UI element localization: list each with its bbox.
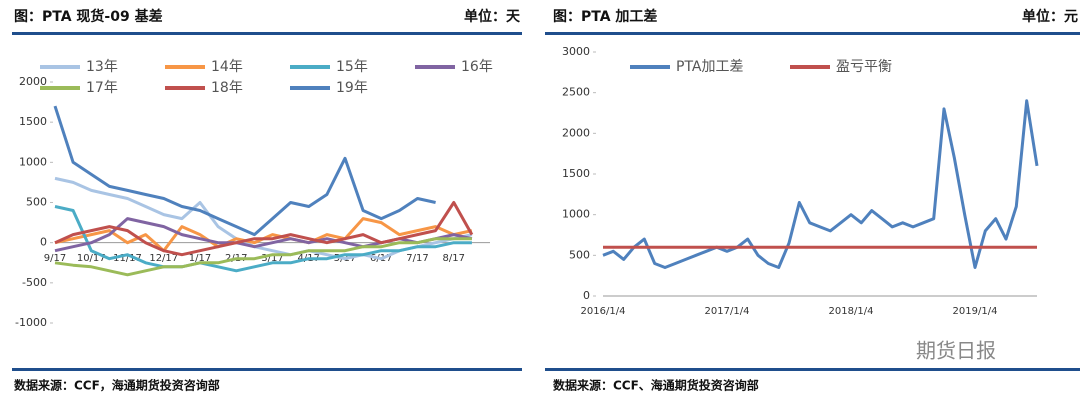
unit-label: 单位：元 (1022, 8, 1078, 25)
y-tick-label: 1500 (562, 167, 590, 180)
series-line (53, 105, 436, 237)
y-tick-label: 0 (583, 289, 590, 302)
legend-label: 13年 (86, 59, 118, 75)
x-tick-label: 9/17 (44, 253, 66, 264)
chart-title: 图：PTA 加工差 (553, 8, 657, 25)
footer-rule (545, 368, 1080, 371)
legend-label: 盈亏平衡 (836, 59, 892, 75)
legend-label: 16年 (461, 59, 493, 75)
y-tick-label: 2000 (562, 126, 590, 139)
source-note: 数据来源：CCF，海通期货投资咨询部 (14, 378, 220, 393)
x-tick-label: 3/17 (261, 253, 283, 264)
legend-label: 15年 (336, 59, 368, 75)
unit-label: 单位：天 (464, 8, 521, 25)
series-line (54, 201, 474, 257)
x-tick-label: 1/17 (189, 253, 211, 264)
series-line (54, 205, 472, 273)
series-line (54, 176, 473, 261)
legend-label: 19年 (336, 80, 368, 96)
header-rule (545, 32, 1080, 35)
legend-label: 18年 (211, 80, 243, 96)
y-tick-label: 1500 (19, 115, 47, 128)
footer-rule (12, 368, 522, 371)
x-tick-label: 11/17 (113, 253, 142, 264)
x-tick-label: 12/17 (149, 253, 178, 264)
x-tick-label: 2018/1/4 (829, 306, 874, 317)
source-note: 数据来源：CCF、海通期货投资咨询部 (553, 378, 759, 393)
series-line (54, 237, 472, 277)
x-tick-label: 2019/1/4 (953, 306, 998, 317)
x-tick-label: 8/17 (443, 253, 465, 264)
x-tick-label: 2017/1/4 (705, 306, 750, 317)
x-tick-label: 10/17 (77, 253, 106, 264)
x-tick-label: 2016/1/4 (581, 306, 626, 317)
series-line (602, 99, 1039, 269)
y-tick-label: 2000 (19, 75, 47, 88)
chart-title: 图：PTA 现货-09 基差 (14, 8, 163, 25)
y-tick-label: 2500 (562, 86, 590, 99)
y-tick-label: 500 (26, 196, 47, 209)
watermark: 期货日报 (916, 339, 996, 363)
y-tick-label: 1000 (562, 208, 590, 221)
y-tick-label: 1000 (19, 155, 47, 168)
legend-label: PTA加工差 (676, 59, 743, 75)
y-tick-label: 3000 (562, 45, 590, 58)
y-tick-label: 500 (569, 248, 590, 261)
legend-label: 14年 (211, 59, 243, 75)
y-tick-label: -1000 (15, 316, 47, 329)
x-tick-label: 7/17 (406, 253, 428, 264)
y-tick-label: -500 (22, 276, 47, 289)
header-rule (12, 32, 522, 35)
legend-label: 17年 (86, 80, 118, 96)
y-tick-label: 0 (40, 236, 47, 249)
